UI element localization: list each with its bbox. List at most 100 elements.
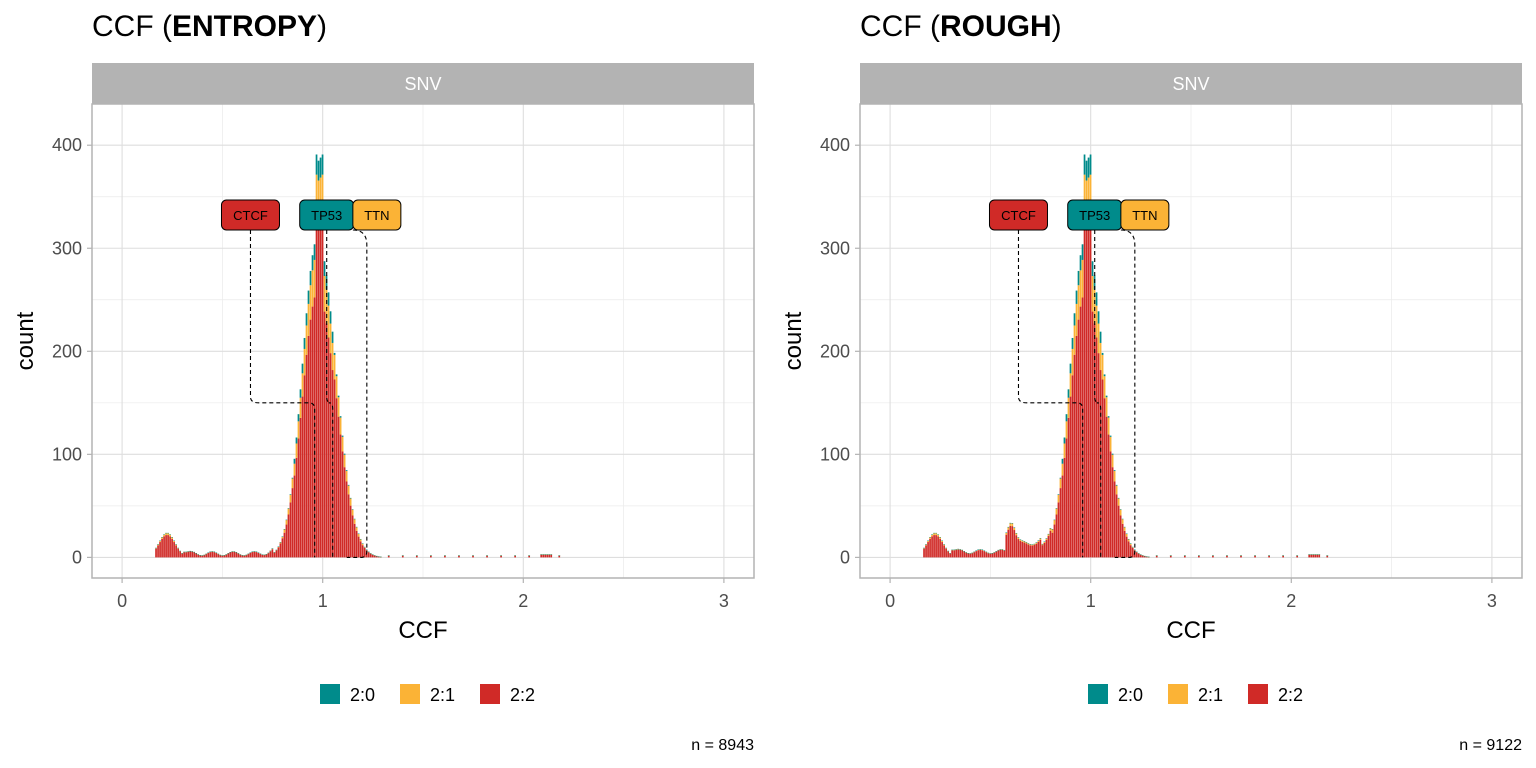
bar-2-2 <box>265 554 268 558</box>
bar-2-1 <box>1037 540 1040 542</box>
facet-label: SNV <box>404 74 441 94</box>
bar-2-0 <box>1312 554 1315 555</box>
bar-2-1 <box>313 259 316 298</box>
bar-2-0 <box>957 548 959 550</box>
bar-2-2 <box>1113 481 1116 558</box>
bar-2-0 <box>929 537 931 538</box>
bar-2-2 <box>931 536 933 558</box>
bar-2-0 <box>377 556 380 557</box>
bar-2-0 <box>991 553 994 554</box>
bar-2-2 <box>191 551 194 558</box>
bar-2-1 <box>1031 544 1034 546</box>
bar-2-2 <box>1141 555 1144 558</box>
bar-2-1 <box>1067 397 1070 418</box>
bar-2-0 <box>1268 555 1270 556</box>
bar-2-0 <box>225 554 228 555</box>
bar-2-2 <box>183 552 185 558</box>
bar-2-2 <box>923 548 925 558</box>
bar-2-2 <box>277 547 280 558</box>
bar-2-2 <box>281 538 284 558</box>
y-tick-label: 200 <box>52 341 82 361</box>
bar-2-0 <box>335 374 338 377</box>
bar-2-0 <box>1077 270 1080 286</box>
bar-2-2 <box>1296 555 1299 558</box>
caption: n = 9122 <box>1459 737 1522 754</box>
bar-2-0 <box>1027 543 1030 544</box>
annotation-label: CTCF <box>233 208 268 223</box>
bar-2-2 <box>195 553 198 558</box>
y-tick-label: 0 <box>72 547 82 567</box>
bar-2-2 <box>181 553 183 558</box>
bar-2-2 <box>444 555 446 558</box>
bar-2-2 <box>1318 554 1321 558</box>
bar-2-0 <box>983 550 986 551</box>
bar-2-0 <box>161 537 163 538</box>
bar-2-2 <box>1212 555 1214 558</box>
bar-2-0 <box>333 352 336 355</box>
bar-2-2 <box>175 545 177 558</box>
bar-2-0 <box>211 551 214 552</box>
bar-2-2 <box>237 553 240 558</box>
bar-2-0 <box>1097 311 1100 324</box>
bar-2-0 <box>1003 549 1006 551</box>
bar-2-2 <box>297 438 300 558</box>
bar-2-0 <box>989 553 992 554</box>
bar-2-1 <box>297 421 300 439</box>
bar-2-2 <box>1135 552 1138 558</box>
bar-2-0 <box>985 551 988 553</box>
bar-2-0 <box>1031 544 1034 545</box>
bar-2-0 <box>265 554 268 555</box>
bar-2-1 <box>327 305 330 338</box>
bar-2-1 <box>1015 533 1018 536</box>
bar-2-1 <box>1121 519 1124 524</box>
bar-2-0 <box>1059 477 1062 479</box>
bar-2-2 <box>303 375 306 558</box>
bar-2-2 <box>1083 222 1086 558</box>
annotation-box <box>1120 199 1170 231</box>
bar-2-0 <box>339 416 342 418</box>
bar-2-2 <box>929 538 931 558</box>
bar-2-2 <box>1111 467 1114 558</box>
y-tick-label: 300 <box>52 238 82 258</box>
bar-2-2 <box>1053 524 1056 558</box>
bar-2-2 <box>1077 319 1080 558</box>
bar-2-2 <box>1312 554 1315 558</box>
bar-2-2 <box>987 553 990 558</box>
bar-2-1 <box>1039 538 1042 540</box>
bar-2-0 <box>289 494 292 495</box>
bar-2-2 <box>327 337 330 558</box>
bar-2-2 <box>544 554 547 558</box>
bar-2-2 <box>1101 379 1104 558</box>
bar-2-1 <box>1129 543 1132 546</box>
bar-2-2 <box>293 475 296 558</box>
bar-2-2 <box>267 553 270 558</box>
bar-2-0 <box>163 534 165 535</box>
bar-2-1 <box>1089 174 1092 223</box>
bar-2-1 <box>925 544 927 546</box>
bar-2-2 <box>1107 434 1110 558</box>
bar-2-2 <box>299 417 302 558</box>
bar-2-0 <box>1045 538 1048 539</box>
bar-2-1 <box>927 540 929 543</box>
bar-2-2 <box>1049 530 1052 558</box>
bar-2-2 <box>249 552 252 558</box>
bar-2-1 <box>323 276 326 312</box>
bar-2-2 <box>937 536 939 558</box>
bar-2-0 <box>363 546 366 548</box>
bar-2-2 <box>1039 539 1042 558</box>
bar-2-2 <box>981 550 984 558</box>
bar-2-0 <box>1069 363 1072 374</box>
bar-2-2 <box>1089 222 1092 558</box>
bar-2-0 <box>987 552 990 554</box>
bar-2-2 <box>961 550 964 558</box>
bar-2-2 <box>1093 323 1096 558</box>
bar-2-0 <box>1111 453 1114 455</box>
bar-2-2 <box>973 552 976 558</box>
bar-2-2 <box>1035 543 1038 558</box>
bar-2-0 <box>1282 555 1284 556</box>
bar-2-2 <box>953 550 955 558</box>
bar-2-1 <box>1053 520 1056 525</box>
y-tick-label: 400 <box>820 135 850 155</box>
bar-2-2 <box>997 550 1000 558</box>
bar-2-0 <box>923 547 925 549</box>
